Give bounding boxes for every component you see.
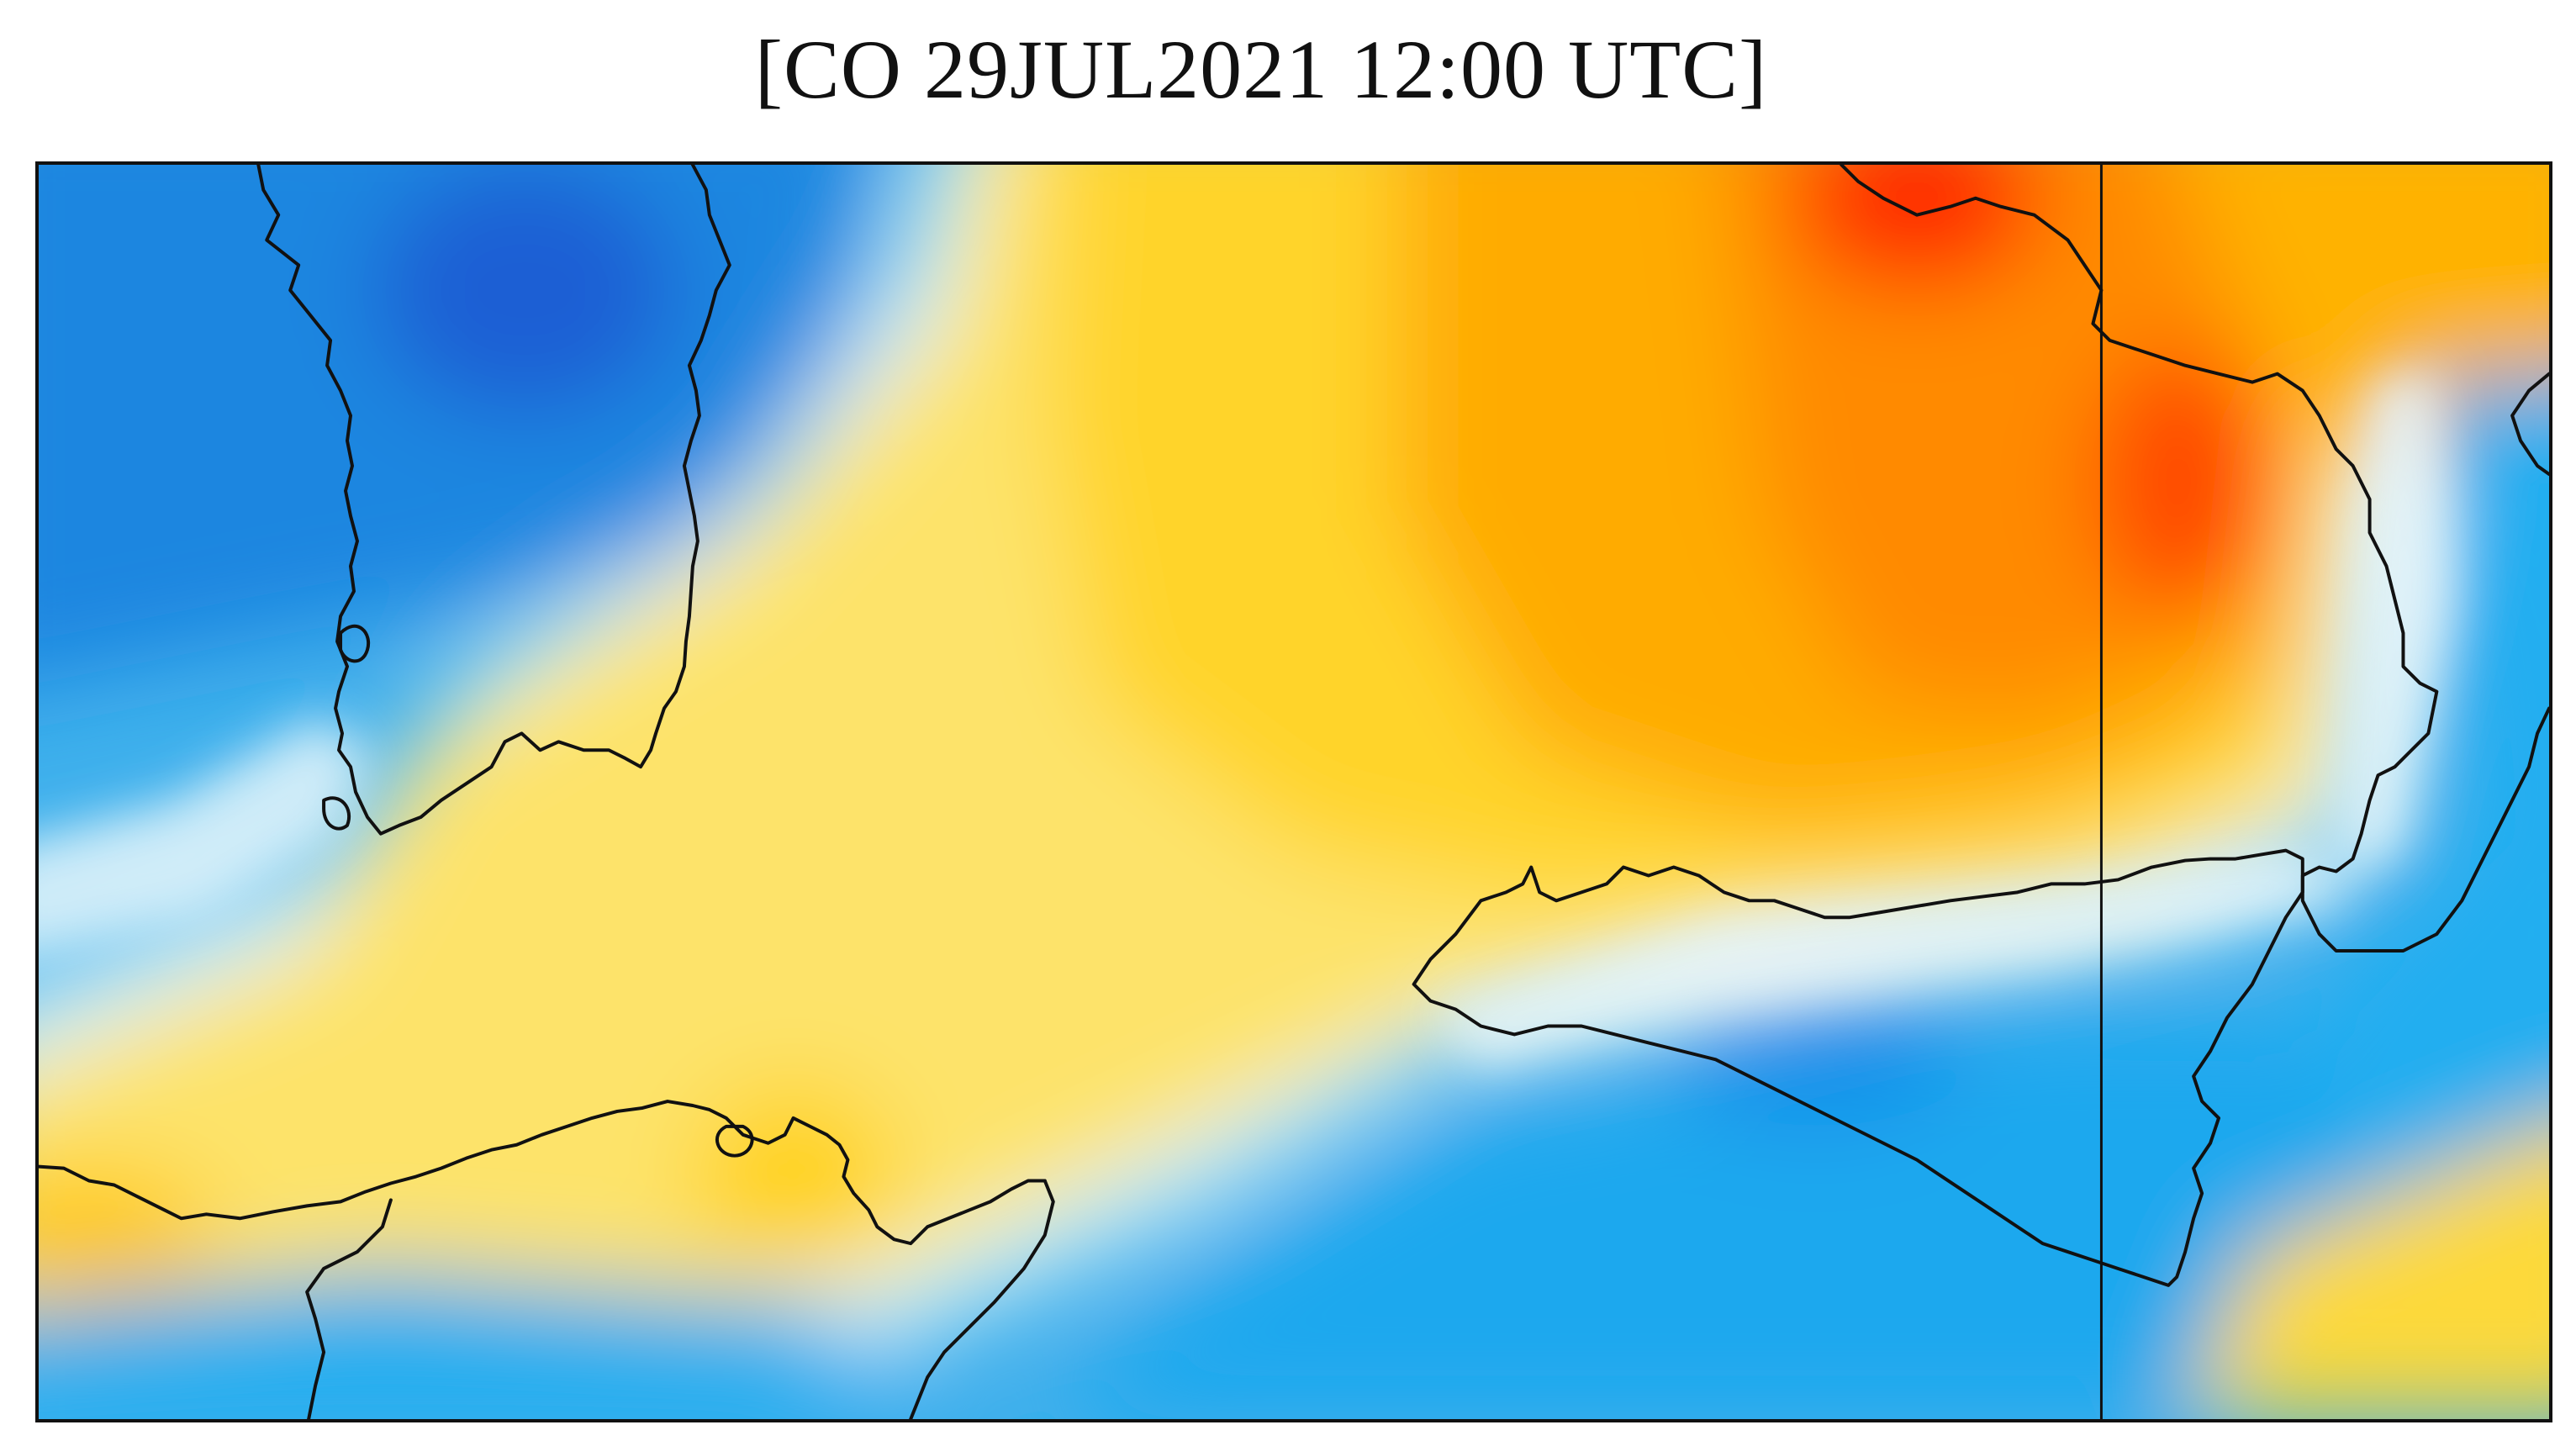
coastlines [39,165,2549,1419]
coast-sicily [1412,848,2304,1287]
coast-sardinia-south-island [322,796,351,831]
coast-italy-east [2510,372,2549,477]
yellow-southeast [2185,1128,2549,1419]
light-strip-sicily [1430,850,2353,1069]
co-field-svg [39,165,2549,1419]
map-title: [CO 29JUL2021 12:00 UTC] [754,23,1768,116]
blue-min-sicily [1673,992,1959,1127]
coast-sardinia [256,165,731,836]
red-max-east [2093,348,2278,617]
coast-sardinia-island [339,624,371,663]
co-concentration-map[interactable] [35,161,2552,1422]
coast-north-africa [39,1100,1047,1246]
coast-libya-border [909,1179,1055,1419]
light-strip-east [2336,365,2454,884]
coast-africa-inland [305,1198,393,1419]
coast-italy-mainland [1840,165,2549,953]
yellow-tunisia-gulf [692,1084,895,1269]
red-max-north [1791,165,2043,291]
orange-core [1725,165,2252,717]
coast-tunisia-gulf [715,1124,754,1158]
blue-east [2302,372,2549,1253]
blue-southwest [39,1268,962,1419]
transition-highlights [39,365,2454,1069]
blue-south [1044,1017,2404,1419]
light-strip-west [39,716,374,957]
blue-min-sardinia [373,165,676,416]
yellow-west-coast [39,1168,215,1302]
concentration-field [39,165,2549,1419]
